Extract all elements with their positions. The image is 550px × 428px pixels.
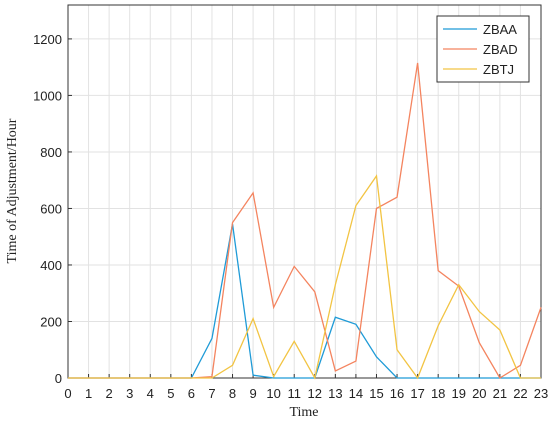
x-tick-label: 6 (188, 386, 195, 401)
x-tick-label: 13 (328, 386, 342, 401)
y-tick-label: 400 (40, 258, 62, 273)
x-tick-label: 19 (452, 386, 466, 401)
line (68, 174, 541, 380)
x-tick-label: 14 (349, 386, 363, 401)
y-tick-label: 800 (40, 145, 62, 160)
x-tick-label: 5 (167, 386, 174, 401)
x-tick-label: 21 (493, 386, 507, 401)
x-tick-label: 7 (208, 386, 215, 401)
x-tick-label: 23 (534, 386, 548, 401)
x-tick-label: 22 (513, 386, 527, 401)
x-tick-label: 9 (249, 386, 256, 401)
x-tick-label: 0 (64, 386, 71, 401)
legend-label: ZBAD (483, 42, 518, 57)
x-tick-label: 18 (431, 386, 445, 401)
legend-label: ZBTJ (483, 62, 514, 77)
x-tick-label: 11 (287, 386, 301, 401)
x-tick-label: 16 (390, 386, 404, 401)
y-tick-label: 1000 (33, 88, 62, 103)
x-tick-label: 20 (472, 386, 486, 401)
y-tick-label: 1200 (33, 32, 62, 47)
y-axis-label: Time of Adjustment/Hour (5, 118, 20, 263)
x-tick-label: 2 (106, 386, 113, 401)
x-tick-label: 1 (85, 386, 92, 401)
x-axis-label: Time (289, 405, 318, 420)
y-tick-label: 200 (40, 314, 62, 329)
x-tick-label: 17 (410, 386, 424, 401)
y-tick-label: 600 (40, 201, 62, 216)
y-tick-label: 0 (55, 371, 62, 386)
x-tick-label: 8 (229, 386, 236, 401)
x-tick-label: 10 (266, 386, 280, 401)
x-tick-label: 12 (308, 386, 322, 401)
x-tick-label: 3 (126, 386, 133, 401)
x-tick-label: 15 (369, 386, 383, 401)
legend-label: ZBAA (483, 22, 517, 37)
x-tick-label: 4 (147, 386, 154, 401)
